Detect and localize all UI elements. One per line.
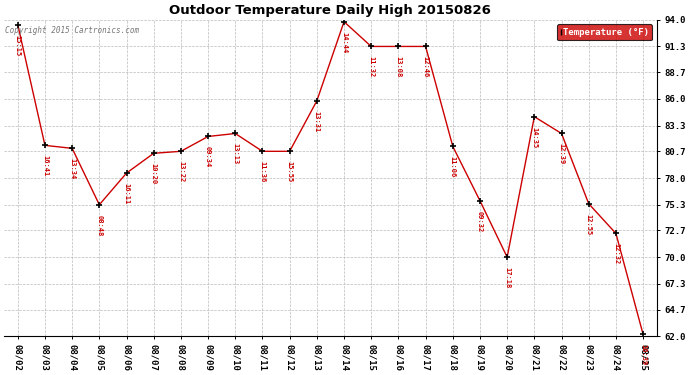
Text: 17:18: 17:18: [504, 267, 510, 288]
Text: Copyright 2015 Cartronics.com: Copyright 2015 Cartronics.com: [6, 26, 139, 35]
Text: 13:22: 13:22: [178, 161, 184, 183]
Text: 09:32: 09:32: [477, 211, 483, 232]
Text: 13:13: 13:13: [233, 143, 238, 165]
Text: 13:31: 13:31: [314, 111, 320, 132]
Text: 13:34: 13:34: [69, 158, 75, 180]
Text: 12:46: 12:46: [422, 56, 428, 78]
Text: 12:55: 12:55: [586, 214, 592, 235]
Text: 11:36: 11:36: [259, 161, 266, 183]
Text: 15:15: 15:15: [14, 34, 21, 56]
Text: 16:41: 16:41: [42, 155, 48, 177]
Text: 13:08: 13:08: [395, 56, 402, 78]
Text: 11:32: 11:32: [368, 56, 374, 78]
Text: 15:55: 15:55: [286, 161, 293, 183]
Text: 09:34: 09:34: [205, 146, 211, 168]
Text: 14:44: 14:44: [341, 32, 347, 53]
Text: 08:48: 08:48: [97, 214, 102, 236]
Title: Outdoor Temperature Daily High 20150826: Outdoor Temperature Daily High 20150826: [170, 4, 491, 17]
Text: 12:32: 12:32: [613, 243, 619, 265]
Text: 10:20: 10:20: [150, 163, 157, 184]
Text: 11:06: 11:06: [450, 156, 456, 177]
Text: 16:39: 16:39: [640, 344, 646, 366]
Text: 12:39: 12:39: [558, 143, 564, 165]
Legend: Temperature (°F): Temperature (°F): [557, 24, 652, 40]
Text: 14:35: 14:35: [531, 127, 538, 148]
Text: 16:11: 16:11: [124, 183, 130, 204]
